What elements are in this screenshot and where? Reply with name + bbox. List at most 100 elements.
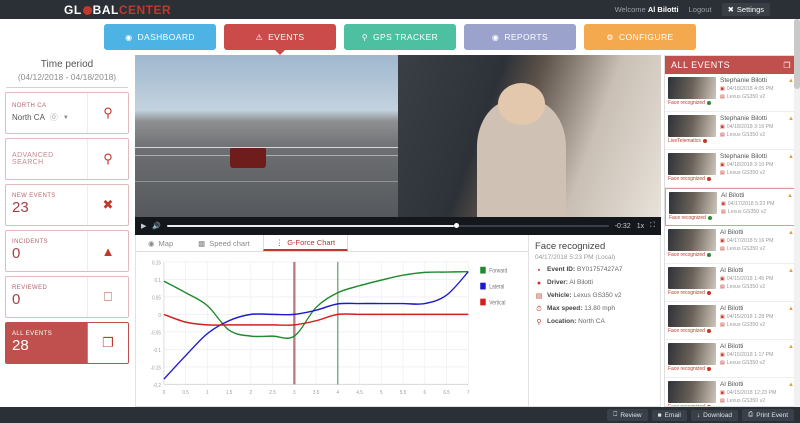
thumbnail-image: [668, 267, 716, 289]
event-driver-name: Al Bilotti ▲: [720, 267, 794, 274]
email-button[interactable]: ■ Email: [651, 409, 687, 421]
play-icon[interactable]: ▶: [141, 223, 147, 230]
y-tick-label: 0: [158, 313, 161, 320]
status-dot-icon: [702, 139, 707, 143]
print-event-button[interactable]: ⎙ Print Event: [742, 409, 794, 421]
scrollbar-thumb[interactable]: [794, 19, 800, 89]
event-details-panel: Face recognized 04/17/2018 5:23 PM (Loca…: [529, 235, 661, 407]
event-driver-name: Stephanie Bilotti ▲: [720, 77, 794, 84]
thumbnail-image: [668, 153, 716, 175]
counter-body: INCIDENTS 0: [6, 231, 88, 271]
welcome-text: Welcome Al Bilotti: [614, 5, 679, 14]
car-icon: ▤: [720, 398, 725, 404]
time-period-range[interactable]: (04/12/2018 - 04/18/2018): [6, 70, 128, 88]
event-meta: Stephanie Bilotti ▲ ▣ 04/18/2018 3:10 PM ▤ Le…: [720, 153, 794, 184]
region-selector-card[interactable]: NORTH CA North CA ⓪ ▼ ⚲: [5, 92, 129, 134]
event-thumbnail[interactable]: Face recognized: [668, 267, 716, 298]
logout-link[interactable]: Logout: [688, 5, 712, 14]
button-label: Review: [620, 411, 642, 419]
events-list[interactable]: Face recognized Stephanie Bilotti ▲ ▣ 04/18/…: [665, 74, 797, 406]
lower-panel: ◉ Map ▩ Speed chart ⋮ G-Force Chart: [135, 235, 661, 407]
series-line-vertical: [163, 313, 469, 326]
video-road-view[interactable]: [135, 55, 398, 217]
event-list-item[interactable]: Face recognized Al Bilotti▲ ▣04/15/2018 12…: [665, 378, 797, 406]
video-driver-view[interactable]: [398, 55, 661, 217]
nav-item-reports[interactable]: ◉ REPORTS: [464, 24, 576, 50]
x-tick-label: 3: [293, 390, 296, 397]
clear-icon[interactable]: ⓪: [49, 113, 58, 122]
event-thumbnail[interactable]: Face recognized: [668, 343, 716, 374]
event-thumbnail[interactable]: Face recognized: [669, 192, 717, 222]
event-list-item[interactable]: Face recognized Al Bilotti ▲ ▣ 04/17/2018 5:…: [665, 188, 797, 226]
progress-knob[interactable]: [454, 223, 460, 228]
x-tick-label: 1: [206, 390, 209, 397]
detail-label: Event ID:: [547, 266, 576, 273]
tab-label: G-Force Chart: [287, 237, 336, 247]
settings-button[interactable]: ✖ Settings: [721, 3, 770, 16]
event-thumbnail[interactable]: Face recognized: [668, 77, 716, 108]
legend-label-forward: Forward: [489, 268, 507, 275]
tab-speed-chart[interactable]: ▩ Speed chart: [186, 235, 263, 251]
nav-item-gps-tracker[interactable]: ⚲ GPS TRACKER: [344, 24, 456, 50]
person-badge-icon: ▲: [788, 381, 794, 388]
center-column: ▶ 🔊 -0:32 1x ⛶ ◉ Map: [135, 55, 661, 407]
fullscreen-icon[interactable]: ⛶: [650, 222, 655, 229]
nav-item-dashboard[interactable]: ◉ DASHBOARD: [104, 24, 216, 50]
tab-label: Map: [158, 238, 174, 248]
nav-item-events[interactable]: ⚠ EVENTS: [224, 24, 336, 50]
car-icon: ▤: [720, 132, 725, 138]
event-tag: Face recognized: [669, 215, 717, 221]
user-name: Al Bilotti: [647, 5, 679, 14]
page-scrollbar[interactable]: [794, 19, 800, 407]
event-list-item[interactable]: Face recognized Stephanie Bilotti ▲ ▣ 04/18/…: [665, 74, 797, 112]
event-list-item[interactable]: Face recognized Al Bilotti ▲ ▣ 04/17/2018 5:…: [665, 226, 797, 264]
person-badge-icon: ▲: [787, 192, 793, 199]
person-badge-icon: ▲: [788, 305, 794, 312]
event-thumbnail[interactable]: LiveTelematics: [668, 115, 716, 146]
counter-value: 23: [12, 199, 29, 217]
event-list-item[interactable]: Face recognized Stephanie Bilotti ▲ ▣ 04/18/…: [665, 150, 797, 188]
event-list-item[interactable]: Face recognized Al Bilotti ▲ ▣ 04/15/2018 1:…: [665, 302, 797, 340]
counter-reviewed[interactable]: REVIEWED 0 ⎕: [5, 276, 129, 318]
tab-map[interactable]: ◉ Map: [136, 235, 186, 251]
map-pin-icon[interactable]: ⚲: [103, 105, 113, 120]
copy-icon[interactable]: ❐: [783, 60, 791, 70]
review-button[interactable]: ⎕ Review: [607, 409, 648, 421]
counter-new-events[interactable]: NEW EVENTS 23 ✖: [5, 184, 129, 226]
event-thumbnail[interactable]: Face recognized: [668, 381, 716, 406]
nav-item-configure[interactable]: ⚙ CONFIGURE: [584, 24, 696, 50]
search-icon[interactable]: ⚲: [103, 151, 113, 166]
event-list-item[interactable]: Face recognized Al Bilotti ▲ ▣ 04/15/2018 1:…: [665, 340, 797, 378]
region-select[interactable]: North CA ⓪ ▼: [12, 112, 81, 123]
counter-incidents[interactable]: INCIDENTS 0 ▲: [5, 230, 129, 272]
thumbnail-image: [668, 115, 716, 137]
warning-triangle-icon: ▲: [101, 243, 115, 259]
counter-all-events[interactable]: ALL EVENTS 28 ❐: [5, 322, 129, 364]
event-date: ▣ 04/15/2018 1:17 PM: [720, 352, 774, 358]
person-badge-icon: ▲: [788, 229, 794, 236]
progress-scrubber[interactable]: [167, 223, 609, 228]
event-vehicle: ▤ Lexus GS350 v2: [720, 284, 766, 290]
tab-gforce-chart[interactable]: ⋮ G-Force Chart: [262, 235, 349, 251]
event-driver-name: Al Bilotti ▲: [720, 229, 794, 236]
status-dot-icon: [707, 216, 712, 220]
chart-tabs: ◉ Map ▩ Speed chart ⋮ G-Force Chart: [136, 235, 528, 252]
event-list-item[interactable]: LiveTelematics Stephanie Bilotti ▲ ▣ 04/18/2…: [665, 112, 797, 150]
x-tick-label: 4.5: [356, 390, 362, 397]
status-dot-icon: [706, 291, 711, 295]
person-badge-icon: ▲: [788, 343, 794, 350]
event-thumbnail[interactable]: Face recognized: [668, 305, 716, 336]
x-tick-label: 6: [424, 390, 427, 397]
event-date: ▣ 04/18/2018 3:10 PM: [720, 162, 774, 168]
series-line-lateral: [163, 271, 469, 380]
event-thumbnail[interactable]: Face recognized: [668, 229, 716, 260]
logo-left: GL: [64, 2, 82, 17]
download-button[interactable]: ↓ Download: [690, 409, 738, 421]
advanced-search-card[interactable]: ADVANCED SEARCH ⚲: [5, 138, 129, 180]
volume-icon[interactable]: 🔊: [152, 223, 162, 230]
chevron-down-icon[interactable]: ▼: [62, 114, 69, 121]
playback-speed[interactable]: 1x: [636, 222, 645, 230]
event-tag: Face recognized: [668, 366, 716, 372]
event-thumbnail[interactable]: Face recognized: [668, 153, 716, 184]
event-list-item[interactable]: Face recognized Al Bilotti ▲ ▣ 04/15/2018 1:…: [665, 264, 797, 302]
